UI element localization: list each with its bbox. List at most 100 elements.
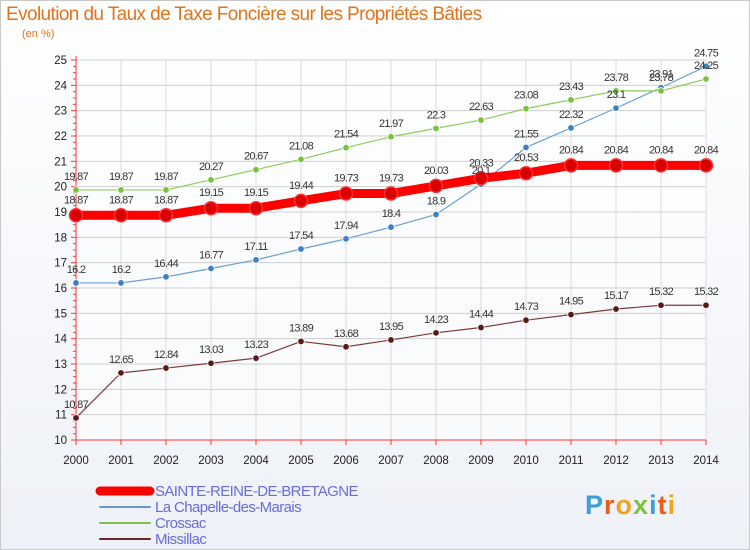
data-label: 13.89 <box>289 322 314 334</box>
data-point <box>248 200 264 216</box>
data-label: 13.68 <box>334 328 359 340</box>
data-label: 20.67 <box>244 151 269 163</box>
data-point <box>612 305 620 313</box>
data-label: 23.43 <box>559 81 584 93</box>
data-point <box>432 124 440 133</box>
legend-label: Missillac <box>155 531 207 548</box>
data-point <box>702 75 710 83</box>
data-point <box>342 343 350 351</box>
data-point <box>387 133 395 141</box>
data-point <box>72 414 80 422</box>
y-tick-label: 18 <box>54 232 67 244</box>
data-label: 23.08 <box>514 90 539 102</box>
data-labels-1: 16.2 16.2 16.44 16.77 17.11 17.54 17.94 18.4 18.… <box>67 47 720 276</box>
data-point <box>252 354 260 362</box>
x-tick-label: 2006 <box>333 455 359 467</box>
data-label: 16.77 <box>199 249 224 261</box>
data-point <box>612 87 620 95</box>
data-point <box>567 310 575 319</box>
y-tick-label: 13 <box>54 359 67 371</box>
data-label: 20.53 <box>514 152 539 164</box>
data-point <box>158 208 174 223</box>
data-label: 19.87 <box>64 171 89 183</box>
data-point <box>252 165 260 174</box>
data-labels-0: 18.87 18.87 18.87 19.15 19.15 19.44 19.73 19.73… <box>64 144 719 206</box>
data-point <box>612 104 620 112</box>
legend-label: SAINTE-REINE-DE-BRETAGNE <box>155 483 358 500</box>
data-label: 20.03 <box>424 165 449 177</box>
data-label: 13.23 <box>244 339 269 351</box>
data-label: 22.3 <box>427 109 446 121</box>
data-point <box>653 158 669 173</box>
data-label: 21.54 <box>334 129 359 141</box>
data-point <box>567 124 575 132</box>
data-point <box>117 186 125 194</box>
data-point <box>117 279 125 287</box>
data-label: 20.27 <box>199 161 224 173</box>
data-point <box>387 223 395 231</box>
y-tick-label: 21 <box>54 156 67 168</box>
data-label: 14.73 <box>514 301 539 313</box>
data-point <box>342 235 350 243</box>
data-point <box>342 143 350 152</box>
data-label: 19.15 <box>244 187 269 199</box>
data-label: 13.95 <box>379 321 404 333</box>
data-label: 16.2 <box>67 264 86 276</box>
x-tick-label: 2011 <box>559 455 584 467</box>
x-tick-label: 2002 <box>153 455 179 467</box>
series-0 <box>68 158 714 223</box>
data-point <box>293 193 309 209</box>
data-point <box>207 176 215 184</box>
data-point <box>297 245 305 253</box>
data-point <box>702 301 710 309</box>
data-label: 16.2 <box>112 264 131 276</box>
data-label: 12.84 <box>154 349 179 361</box>
data-label: 22.63 <box>469 101 494 113</box>
data-label: 24.25 <box>694 60 719 72</box>
y-tick-label: 20 <box>54 182 67 194</box>
logo-letter: t <box>657 490 668 520</box>
data-label: 19.87 <box>154 171 179 183</box>
data-label: 20.84 <box>649 144 674 156</box>
y-tick-label: 11 <box>55 410 67 422</box>
data-point <box>477 116 485 124</box>
data-point <box>702 62 710 71</box>
x-tick-label: 2012 <box>603 455 629 467</box>
data-label: 15.17 <box>604 290 629 302</box>
y-tick-label: 19 <box>54 207 67 219</box>
data-label: 15.32 <box>649 286 674 298</box>
logo-letter: i <box>649 490 658 520</box>
data-point <box>387 336 395 344</box>
series-2 <box>72 75 710 194</box>
data-point <box>207 264 215 273</box>
logo-letter: i <box>667 490 677 520</box>
data-point <box>432 210 440 219</box>
data-point <box>698 158 714 173</box>
x-tick-label: 2010 <box>513 455 539 467</box>
data-label: 20.1 <box>472 165 491 177</box>
data-label: 10.87 <box>64 399 89 411</box>
y-tick-label: 15 <box>54 308 67 320</box>
data-point <box>203 200 219 216</box>
legend-label: Crossac <box>155 515 207 532</box>
series-3 <box>72 301 710 422</box>
y-tick-label: 17 <box>54 258 67 270</box>
data-label: 18.87 <box>154 194 179 206</box>
data-point <box>117 369 125 377</box>
y-tick-label: 22 <box>54 131 67 143</box>
data-label: 18.9 <box>427 196 446 208</box>
y-tick-label: 25 <box>54 55 67 67</box>
data-label: 16.44 <box>154 258 179 270</box>
data-point <box>522 143 530 152</box>
y-tick-label: 14 <box>54 334 67 346</box>
data-label: 19.15 <box>199 187 224 199</box>
data-point <box>383 186 399 201</box>
data-label: 15.32 <box>694 286 719 298</box>
logo-letter: r <box>604 490 616 520</box>
data-label: 14.23 <box>424 314 449 326</box>
data-point <box>522 316 530 324</box>
data-label: 17.54 <box>289 230 314 242</box>
data-label: 24.75 <box>694 47 719 59</box>
data-label: 19.87 <box>109 171 134 183</box>
